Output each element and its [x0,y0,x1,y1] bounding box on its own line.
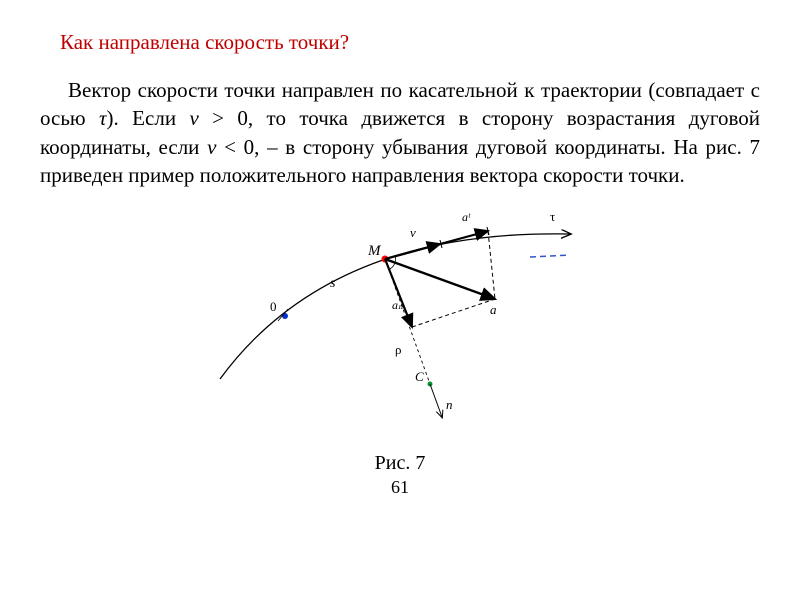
vector-a [385,259,495,299]
aux-blue-dash [530,255,570,257]
figure-container: 0 s M v aᵗ τ [40,199,760,498]
label-arc-s: s [330,276,336,291]
label-v: v [410,225,416,240]
label-a: a [490,302,497,317]
section-heading: Как направлена скорость точки? [60,30,760,55]
page-number: 61 [40,477,760,498]
symbol-tau: τ [99,106,107,130]
dash-side-2 [412,299,495,327]
body-paragraph: Вектор скорости точки направлен по касат… [40,76,760,189]
vector-a-n [385,259,412,327]
figure-caption: Рис. 7 [40,452,760,475]
label-c: C [415,369,424,384]
label-origin: 0 [270,299,277,314]
label-tau-axis: τ [550,209,555,224]
label-rho: ρ [395,342,402,357]
axis-n [430,384,442,417]
dash-side-1 [488,231,495,299]
text-run: ). Если [107,106,190,130]
radius-rho [385,259,430,384]
label-a-tau: aᵗ [462,210,471,224]
kinematics-diagram: 0 s M v aᵗ τ [190,199,610,439]
label-m: M [367,243,382,259]
vector-a-tau [385,231,488,259]
point-origin [282,313,288,319]
label-n-axis: n [446,397,453,412]
symbol-v: v [189,106,198,130]
